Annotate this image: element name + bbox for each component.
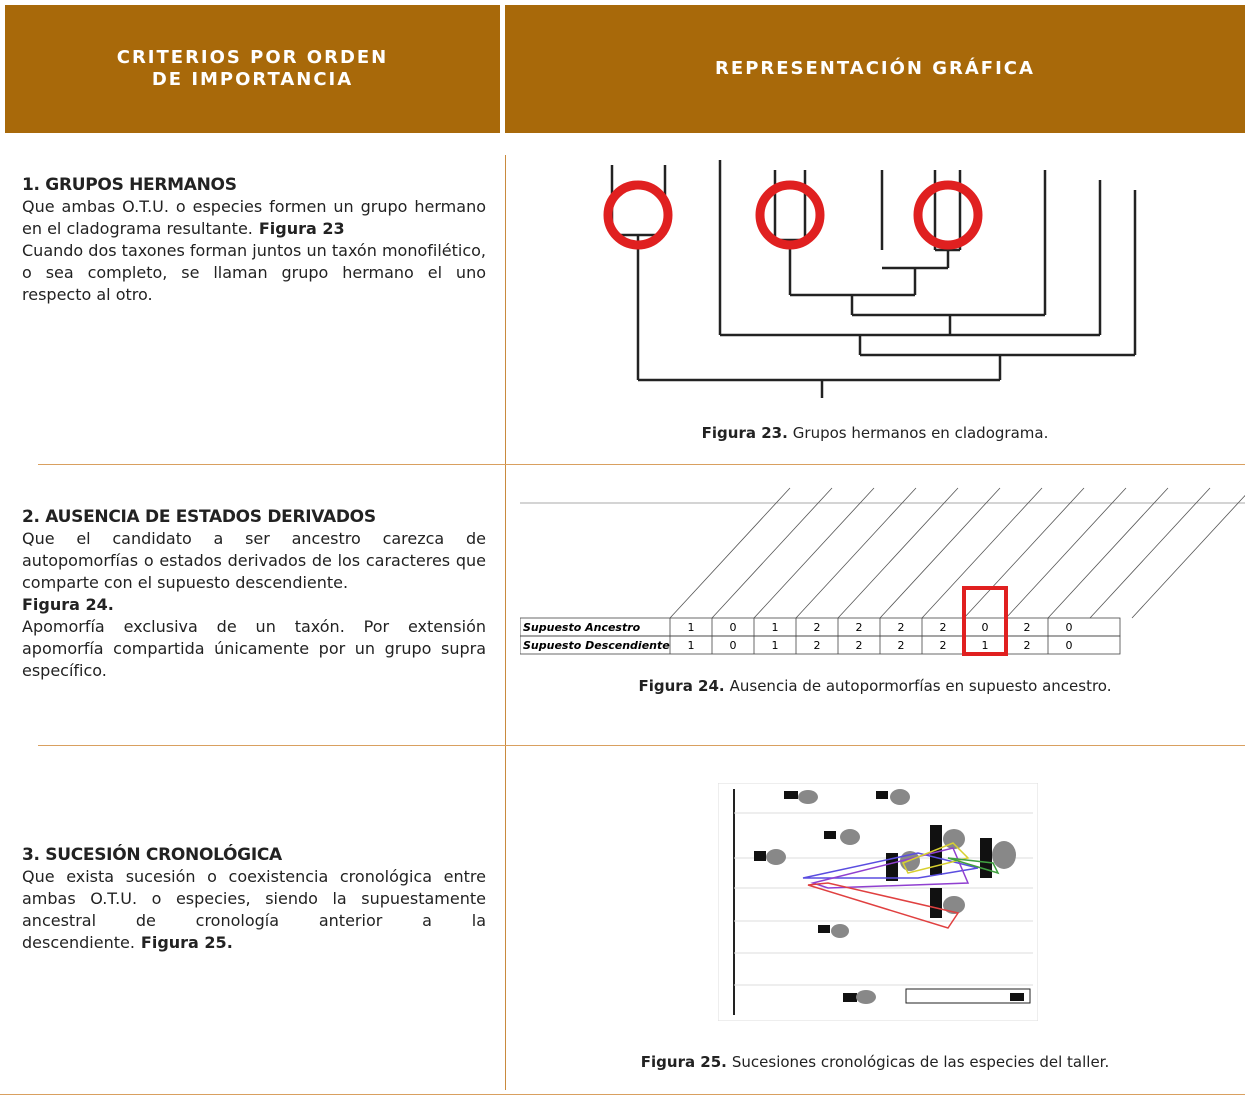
cell: 1 <box>772 621 779 634</box>
caption: Figura 24. Ausencia de autopormorfías en … <box>505 677 1245 695</box>
highlight <box>962 586 1008 656</box>
column-header-line <box>1089 487 1211 619</box>
row-frame <box>520 635 1121 655</box>
text: Cuando dos taxones forman juntos un taxó… <box>22 241 486 304</box>
text: Que exista sucesión o coexistencia crono… <box>22 867 486 952</box>
caption-text: Grupos hermanos en cladograma. <box>792 424 1049 442</box>
row-divider <box>38 464 505 465</box>
cell: 0 <box>730 639 737 652</box>
criterion-title: 2. AUSENCIA DE ESTADOS DERIVADOS <box>22 507 376 527</box>
paragraph: Que exista sucesión o coexistencia crono… <box>22 866 486 954</box>
header-line: CRITERIOS POR ORDEN <box>116 47 389 68</box>
cell: 2 <box>814 639 821 652</box>
row-divider <box>0 1094 1245 1095</box>
column-header-line <box>753 487 875 619</box>
text: Que el candidato a ser ancestro carezca … <box>22 529 486 592</box>
cladogram <box>603 160 1137 398</box>
column-header-line <box>1005 487 1127 619</box>
text: Apomorfía exclusiva de un taxón. Por ext… <box>22 617 486 680</box>
column-header-line <box>879 487 1001 619</box>
cell: 2 <box>1024 621 1031 634</box>
caption-text: Sucesiones cronológicas de las especies … <box>731 1053 1110 1071</box>
criterion: 3. SUCESIÓN CRONOLÓGICA Que exista suces… <box>22 844 486 954</box>
character-matrix: Supuesto Ancestro 1 0 1 2 2 2 2 0 2 0 Supuesto Desc… <box>520 487 1245 656</box>
criterion: 2. AUSENCIA DE ESTADOS DERIVADOS Que el … <box>22 506 486 682</box>
figure-ref: Figura 24. <box>22 595 114 614</box>
column-header-line <box>1047 487 1169 619</box>
cell: 2 <box>856 621 863 634</box>
criterion-title: 1. GRUPOS HERMANOS <box>22 175 237 195</box>
cell: 2 <box>814 621 821 634</box>
row-label: Supuesto Descendiente <box>523 639 670 652</box>
row-divider <box>38 745 505 746</box>
figure-ref: Figura 25. <box>140 933 233 952</box>
text: Que ambas O.T.U. o especies formen un gr… <box>22 197 486 238</box>
criterion: 1. GRUPOS HERMANOS Que ambas O.T.U. o es… <box>22 174 486 306</box>
cell: 2 <box>898 639 905 652</box>
paragraph: Que ambas O.T.U. o especies formen un gr… <box>22 196 486 240</box>
column-header-line <box>795 487 917 619</box>
cell: 0 <box>1066 621 1073 634</box>
caption-label: Figura 25. <box>640 1053 727 1071</box>
row-label: Supuesto Ancestro <box>523 621 641 634</box>
column-header-line <box>1131 494 1245 619</box>
cell: 2 <box>1024 639 1031 652</box>
criterion-title: 3. SUCESIÓN CRONOLÓGICA <box>22 845 282 865</box>
column-header-line <box>711 487 833 619</box>
row-divider <box>505 464 1245 465</box>
paragraph: Cuando dos taxones forman juntos un taxó… <box>22 240 486 306</box>
paragraph: Apomorfía exclusiva de un taxón. Por ext… <box>22 616 486 682</box>
paragraph: Que el candidato a ser ancestro carezca … <box>22 528 486 594</box>
cell: 1 <box>772 639 779 652</box>
column-divider <box>505 155 506 1090</box>
cell: 2 <box>940 639 947 652</box>
paragraph: Figura 24. <box>22 594 486 616</box>
caption-text: Ausencia de autopormorfías en supuesto a… <box>729 677 1112 695</box>
cell: 1 <box>982 639 989 652</box>
cell: 2 <box>856 639 863 652</box>
column-header-line <box>921 487 1043 619</box>
chronology-figure <box>718 783 1038 1021</box>
header-text: REPRESENTACIÓN GRÁFICA <box>715 58 1035 79</box>
cell: 2 <box>898 621 905 634</box>
cell: 1 <box>688 639 695 652</box>
header-right: REPRESENTACIÓN GRÁFICA <box>505 5 1245 133</box>
header-line: DE IMPORTANCIA <box>151 69 354 90</box>
cell: 0 <box>730 621 737 634</box>
column-header-line <box>963 487 1085 619</box>
cell: 2 <box>940 621 947 634</box>
column-header-line <box>837 487 959 619</box>
caption: Figura 25. Sucesiones cronológicas de las… <box>505 1053 1245 1071</box>
caption-label: Figura 23. <box>701 424 788 442</box>
header-left: CRITERIOS POR ORDEN DE IMPORTANCIA <box>5 5 500 133</box>
caption-label: Figura 24. <box>638 677 725 695</box>
row-divider <box>505 745 1245 746</box>
cell: 0 <box>982 621 989 634</box>
caption: Figura 23. Grupos hermanos en cladograma. <box>505 424 1245 442</box>
cell: 0 <box>1066 639 1073 652</box>
column-header-line <box>669 487 791 619</box>
figure-ref: Figura 23 <box>258 219 345 238</box>
cell: 1 <box>688 621 695 634</box>
